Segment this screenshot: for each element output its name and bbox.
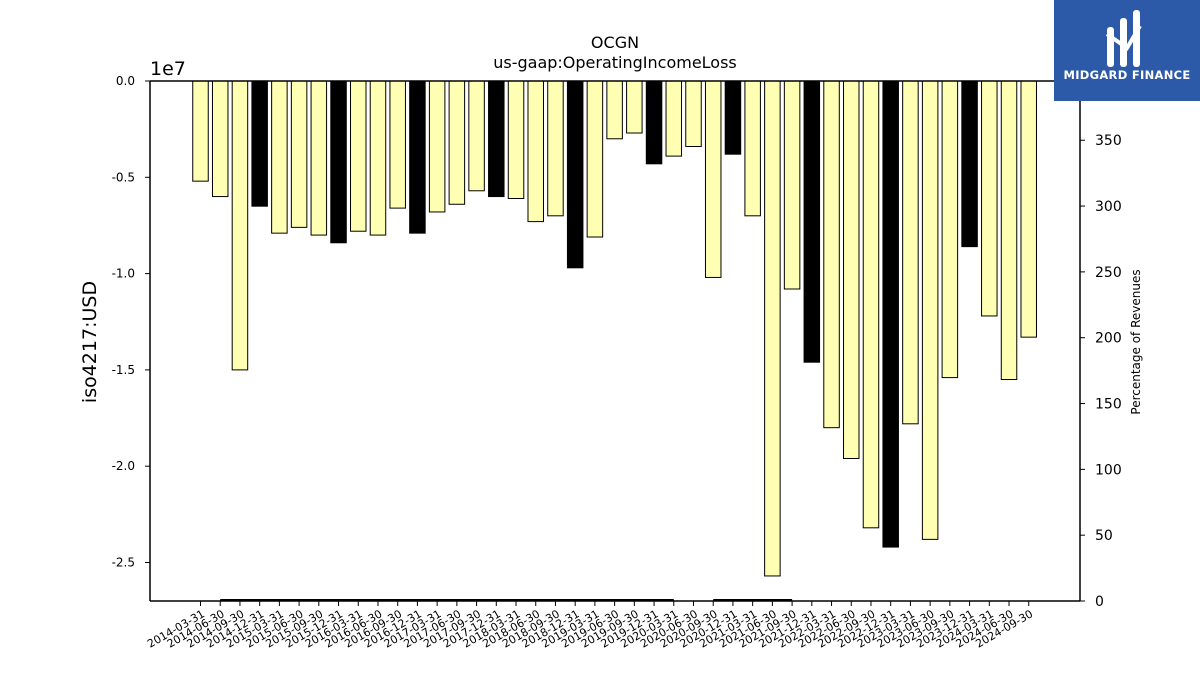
bar-2015-09-30 — [310, 80, 328, 236]
bar-2019-03-31 — [586, 80, 604, 238]
bar-2014-06-30 — [211, 80, 229, 198]
y2-axis-ticks: 0 50 100 150 200 250 300 350 — [1080, 133, 1122, 610]
bar-2020-09-30 — [704, 80, 722, 278]
bar-2020-06-30 — [685, 80, 702, 147]
bar-2019-12-31 — [645, 80, 663, 165]
bar-2021-06-30 — [764, 80, 781, 577]
bar-2019-09-30 — [626, 80, 643, 134]
bar-2017-09-30 — [468, 80, 485, 192]
bar-2020-12-31 — [724, 80, 742, 155]
bar-2014-12-31 — [251, 80, 268, 207]
y2-tick-label: 200 — [1095, 331, 1122, 347]
bar-2023-12-31 — [961, 80, 978, 248]
logo-text: MIDGARD FINANCE — [1063, 68, 1191, 82]
y-tick-label: -1.0 — [112, 267, 135, 281]
bar-2016-06-30 — [369, 80, 387, 236]
y2-tick-label: 0 — [1095, 594, 1104, 610]
y2-tick-label: 250 — [1095, 265, 1122, 281]
y-tick-label: -1.5 — [112, 363, 135, 377]
bar-2015-03-31 — [271, 80, 288, 234]
axes — [149, 80, 1081, 602]
y-tick-label: -2.0 — [112, 459, 135, 473]
bar-2016-12-31 — [409, 80, 426, 234]
bar-2016-03-31 — [350, 80, 367, 232]
chart-title: OCGN — [591, 33, 639, 52]
y2-tick-label: 50 — [1095, 528, 1113, 544]
bar-2018-12-31 — [566, 80, 584, 269]
y-offset-label: 1e7 — [150, 58, 186, 80]
bar-2016-09-30 — [389, 80, 406, 209]
bar-2020-03-31 — [665, 80, 683, 157]
bar-2014-03-31 — [192, 80, 209, 182]
bar-2024-09-30 — [1020, 80, 1037, 338]
chart-subtitle: us-gaap:OperatingIncomeLoss — [493, 53, 737, 72]
bar-2018-03-31 — [507, 80, 525, 199]
bar-2022-12-31 — [882, 80, 899, 548]
bar-2018-09-30 — [547, 80, 564, 217]
y-tick-label: 0.0 — [116, 74, 135, 88]
bar-2015-06-30 — [290, 80, 308, 228]
bar-series — [192, 80, 1037, 577]
bar-2018-06-30 — [527, 80, 544, 223]
y2-tick-label: 100 — [1095, 462, 1122, 478]
y2-axis-label: Percentage of Revenues — [1129, 269, 1143, 414]
bar-2021-12-31 — [803, 80, 821, 363]
bar-2014-09-30 — [231, 80, 249, 371]
bar-2019-06-30 — [606, 80, 623, 140]
y2-tick-label: 350 — [1095, 133, 1122, 149]
y-axis-label: iso4217:USD — [79, 281, 101, 403]
y2-tick-label: 300 — [1095, 199, 1122, 215]
bar-2023-06-30 — [921, 80, 939, 540]
y-tick-label: -0.5 — [112, 170, 135, 184]
y-axis-ticks: 0.0 -0.5 -1.0 -1.5 -2.0 -2.5 — [112, 74, 150, 569]
bar-2022-06-30 — [843, 80, 860, 459]
y-tick-label: -2.5 — [112, 555, 135, 569]
bar-2017-12-31 — [488, 80, 505, 198]
bar-2021-03-31 — [744, 80, 761, 217]
bar-2023-03-31 — [902, 80, 919, 425]
bar-2015-12-31 — [330, 80, 347, 244]
bar-2022-09-30 — [862, 80, 880, 529]
bar-2024-03-31 — [981, 80, 998, 317]
midgard-finance-logo: MIDGARD FINANCE — [1054, 0, 1200, 101]
midgard-logo-icon — [1105, 10, 1142, 67]
bar-2023-09-30 — [941, 80, 959, 379]
x-axis-ticks: 2014-03-312014-06-302014-09-302014-12-31… — [145, 601, 1035, 651]
bar-2017-03-31 — [428, 80, 446, 213]
bar-2021-09-30 — [783, 80, 801, 290]
bar-2017-06-30 — [448, 80, 466, 205]
bar-2024-06-30 — [1000, 80, 1018, 381]
y2-tick-label: 150 — [1095, 397, 1122, 413]
bar-2022-03-31 — [823, 80, 840, 429]
